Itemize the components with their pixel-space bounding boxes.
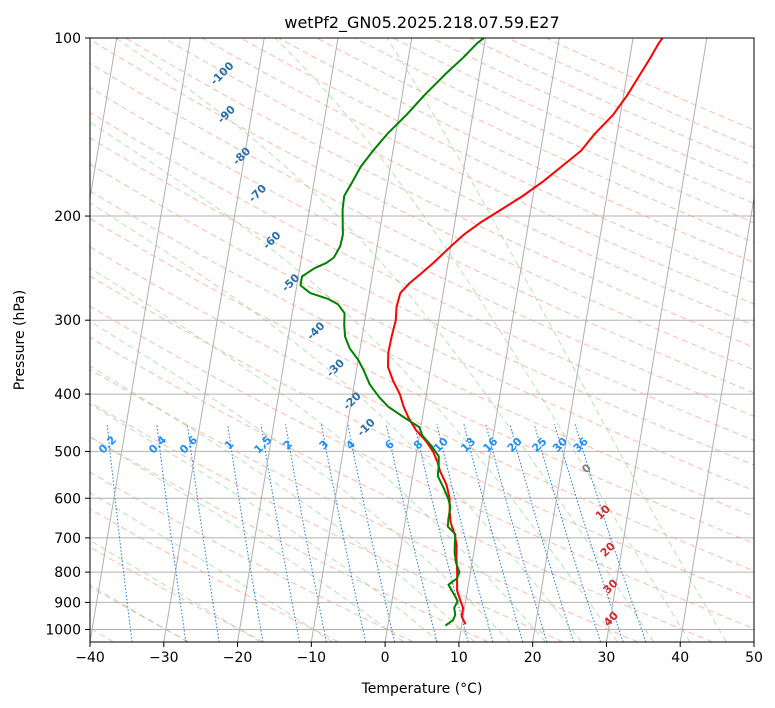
moist-adiabats bbox=[90, 38, 727, 642]
mixing-ratio-line bbox=[260, 424, 301, 642]
mixing-ratio-line bbox=[436, 424, 494, 642]
mixing-ratio-line bbox=[554, 424, 624, 642]
moist-adiabat bbox=[386, 38, 727, 642]
dry-adiabat bbox=[90, 401, 564, 642]
y-tick-label: 100 bbox=[54, 31, 81, 47]
moist-adiabat bbox=[90, 539, 261, 642]
dry-adiabat bbox=[90, 111, 754, 441]
dry-adiabat bbox=[125, 38, 754, 348]
dry-adiabat bbox=[90, 305, 754, 630]
dewpoint-profile bbox=[299, 38, 485, 627]
moist-adiabat bbox=[90, 403, 440, 642]
isotherm-grid bbox=[90, 38, 754, 642]
chart-title: wetPf2_GN05.2025.218.07.59.E27 bbox=[284, 13, 559, 33]
x-tick-label: 0 bbox=[381, 650, 390, 666]
y-axis: 100 200 300 400 500 600 700 800 900 1000 bbox=[45, 31, 90, 638]
dry-adiabat bbox=[90, 190, 754, 518]
moist-adiabat bbox=[90, 436, 404, 642]
isotherm-line bbox=[605, 38, 708, 642]
x-tick-label: −20 bbox=[223, 650, 253, 666]
dry-adiabat bbox=[90, 86, 754, 417]
x-tick-label: 30 bbox=[598, 650, 616, 666]
moist-adiabat bbox=[115, 38, 655, 642]
y-tick-label: 400 bbox=[54, 387, 81, 403]
mixing-ratio-line bbox=[106, 424, 133, 642]
x-tick-label: −30 bbox=[149, 650, 179, 666]
isotherm-line bbox=[310, 38, 413, 642]
isobar-grid bbox=[90, 38, 754, 630]
profiles bbox=[299, 38, 664, 627]
dry-adiabat bbox=[239, 38, 754, 284]
moist-adiabat bbox=[90, 202, 582, 642]
isotherm-line bbox=[384, 38, 487, 642]
mixing-ratio-line bbox=[320, 424, 367, 642]
dry-adiabat bbox=[90, 246, 754, 572]
y-tick-label: 200 bbox=[54, 209, 81, 225]
y-tick-label: 300 bbox=[54, 313, 81, 329]
x-axis-label: Temperature (°C) bbox=[361, 681, 483, 697]
x-tick-label: −10 bbox=[297, 650, 327, 666]
y-tick-label: 500 bbox=[54, 444, 81, 460]
isotherm-line bbox=[532, 38, 634, 642]
isotherm-line bbox=[163, 38, 265, 642]
mixing-ratio-line bbox=[227, 424, 264, 642]
moist-adiabat bbox=[274, 38, 691, 642]
moist-adiabat bbox=[90, 365, 475, 642]
x-tick-label: 50 bbox=[745, 650, 763, 666]
isotherm-line bbox=[679, 195, 754, 642]
isotherm-line bbox=[458, 38, 560, 642]
x-tick-label: 40 bbox=[671, 650, 689, 666]
dry-adiabat bbox=[90, 163, 754, 492]
mixing-ratio-line bbox=[463, 424, 524, 642]
isotherm-line bbox=[90, 38, 191, 642]
mixing-ratio-line bbox=[156, 424, 187, 642]
mixing-ratio-line bbox=[485, 424, 548, 642]
isotherm-line bbox=[90, 38, 118, 202]
y-axis-label: Pressure (hPa) bbox=[12, 290, 28, 390]
mixing-ratio-line bbox=[385, 424, 438, 642]
mixing-ratio-line bbox=[574, 424, 647, 642]
x-tick-label: 20 bbox=[524, 650, 542, 666]
mixing-ratio-line bbox=[285, 424, 327, 642]
moist-adiabat bbox=[90, 267, 547, 642]
mixing-ratio-lines bbox=[106, 424, 647, 642]
x-tick-label: 10 bbox=[450, 650, 468, 666]
temperature-profile bbox=[387, 38, 664, 625]
isotherm-line bbox=[237, 38, 339, 642]
dry-adiabat bbox=[90, 368, 639, 642]
y-tick-label: 700 bbox=[54, 531, 81, 547]
x-tick-label: −40 bbox=[75, 650, 105, 666]
mixing-ratio-line bbox=[347, 424, 396, 642]
x-axis: −40 −30 −20 −10 0 10 20 30 40 50 bbox=[75, 642, 763, 666]
moist-adiabat bbox=[90, 584, 188, 642]
y-tick-label: 900 bbox=[54, 595, 81, 611]
plot-frame bbox=[89, 37, 755, 643]
dry-adiabat bbox=[90, 275, 754, 600]
dry-adiabat bbox=[90, 436, 489, 642]
dry-adiabat bbox=[90, 217, 754, 545]
moist-adiabat bbox=[90, 320, 511, 642]
moist-adiabat bbox=[90, 121, 618, 642]
y-tick-label: 600 bbox=[54, 491, 81, 507]
y-tick-label: 1000 bbox=[45, 622, 81, 638]
y-tick-label: 800 bbox=[54, 565, 81, 581]
plot-area: 0.10.20.40.611.52346810131620253036-100-… bbox=[90, 38, 754, 642]
